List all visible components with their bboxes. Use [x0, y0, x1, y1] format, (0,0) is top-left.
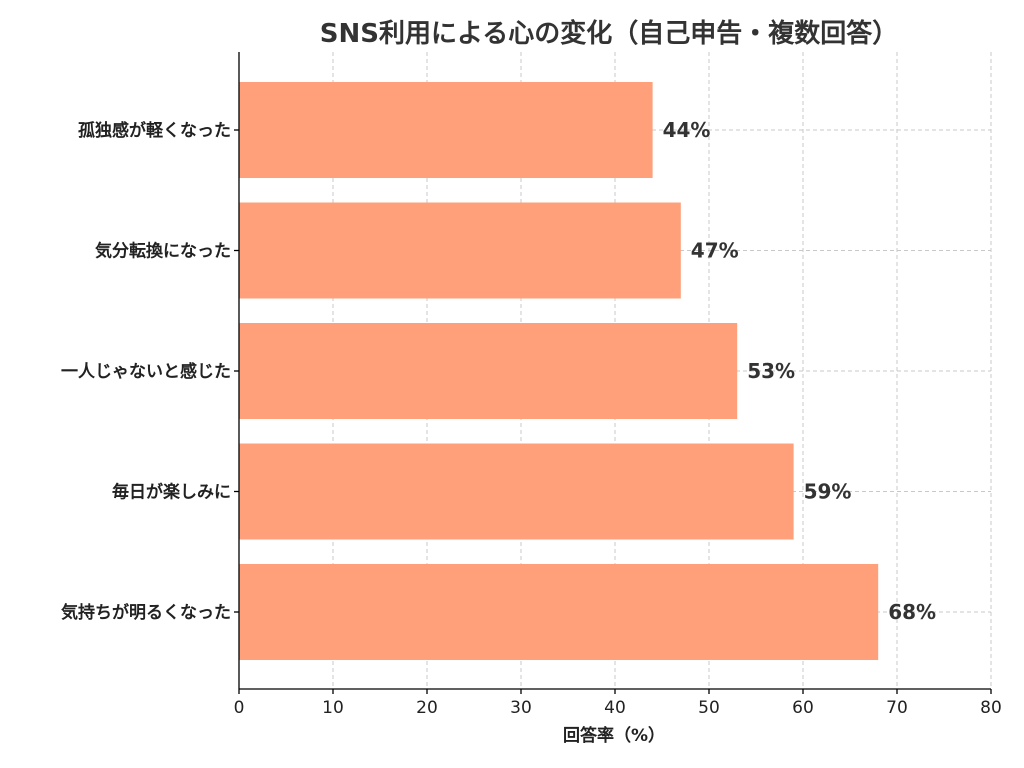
- bar-value-label: 59%: [804, 480, 852, 504]
- bar-value-label: 68%: [888, 600, 936, 624]
- x-axis-title: 回答率（%）: [563, 725, 665, 746]
- category-label: 気分転換になった: [94, 241, 231, 262]
- bar: [239, 323, 738, 419]
- bar: [239, 564, 879, 660]
- x-tick-label: 80: [980, 698, 1002, 718]
- bars: 44% 47% 53% 59% 68%: [239, 82, 936, 660]
- x-tick-label: 70: [886, 698, 908, 718]
- category-label: 孤独感が軽くなった: [78, 120, 231, 141]
- x-tick-label: 30: [510, 698, 532, 718]
- chart-title: SNS利用による心の変化（自己申告・複数回答）: [320, 18, 898, 49]
- bar: [239, 202, 681, 299]
- x-tick-label: 50: [698, 698, 720, 718]
- bar-value-label: 47%: [691, 239, 739, 263]
- bar-value-label: 44%: [663, 118, 711, 142]
- x-tick-label: 0: [234, 698, 245, 718]
- category-label: 気持ちが明るくなった: [60, 602, 231, 623]
- category-label: 一人じゃないと感じた: [61, 361, 231, 382]
- bar: [239, 82, 653, 178]
- category-label: 毎日が楽しみに: [112, 482, 231, 503]
- x-tick-label: 40: [604, 698, 626, 718]
- bar-value-label: 53%: [747, 359, 795, 383]
- x-tick-label: 10: [322, 698, 344, 718]
- x-tick-label: 20: [416, 698, 438, 718]
- bar: [239, 443, 794, 540]
- axes: 孤独感が軽くなった気分転換になった一人じゃないと感じた毎日が楽しみに気持ちが明る…: [60, 52, 1002, 718]
- x-tick-label: 60: [792, 698, 814, 718]
